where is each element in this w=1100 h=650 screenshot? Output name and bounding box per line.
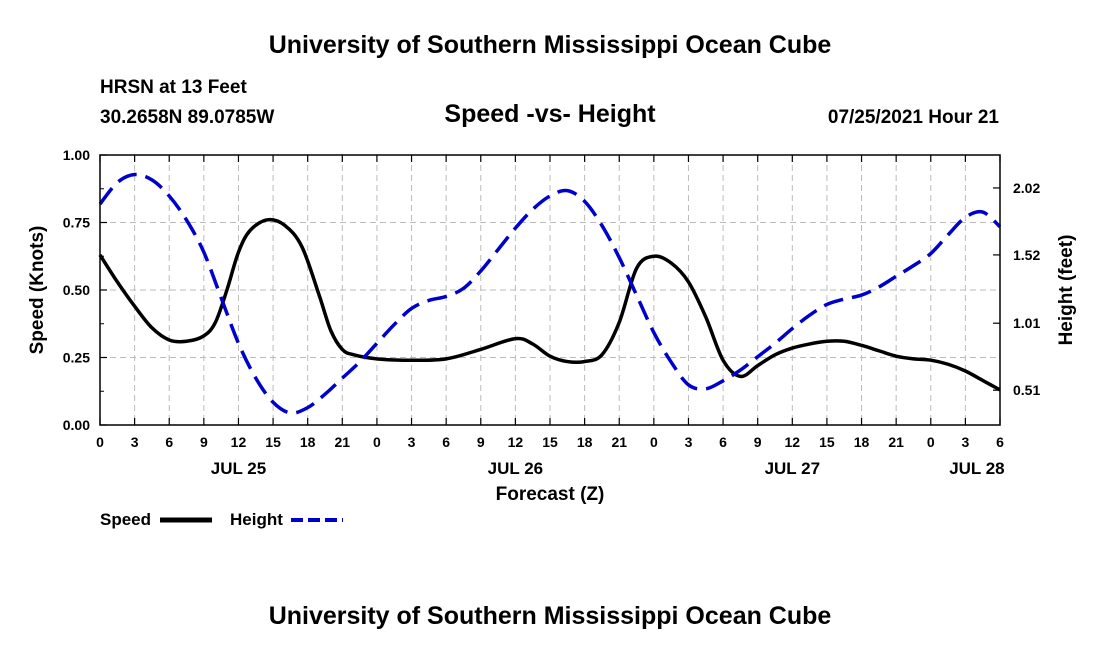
legend-height-label: Height <box>230 510 283 529</box>
station-label: HRSN at 13 Feet <box>100 77 247 98</box>
x-day-label: JUL 28 <box>949 459 1004 478</box>
speed-series-line <box>98 217 1001 392</box>
x-tick-label: 18 <box>300 434 316 450</box>
y-tick-label: 0.00 <box>63 417 90 433</box>
y-tick-label: 1.00 <box>63 147 90 163</box>
x-tick-label: 21 <box>888 434 904 450</box>
x-tick-label: 12 <box>508 434 524 450</box>
height-series-line <box>98 172 1002 415</box>
y-tick-label: 0.50 <box>63 282 90 298</box>
y2-tick-label: 2.02 <box>1013 180 1040 196</box>
x-tick-label: 21 <box>335 434 351 450</box>
x-tick-label: 9 <box>200 434 208 450</box>
axes: 0 3 6 9 12 15 18 21 0 3 6 9 12 15 18 21 0 3 6 9 12 15 18 21 0 3 6 0… <box>63 147 1041 478</box>
x-tick-label: 3 <box>131 434 139 450</box>
station-coordinates: 30.2658N 89.0785W <box>100 107 275 128</box>
grid <box>100 155 1000 425</box>
x-tick-label: 0 <box>96 434 104 450</box>
x-tick-label: 3 <box>408 434 416 450</box>
y-tick-label: 0.75 <box>63 215 90 231</box>
y2-tick-label: 1.52 <box>1013 247 1040 263</box>
x-tick-label: 12 <box>231 434 247 450</box>
forecast-datetime: 07/25/2021 Hour 21 <box>827 107 999 128</box>
x-tick-label: 15 <box>542 434 558 450</box>
x-day-label: JUL 27 <box>765 459 820 478</box>
x-tick-label: 9 <box>477 434 485 450</box>
x-tick-label: 9 <box>754 434 762 450</box>
x-tick-label: 21 <box>611 434 627 450</box>
x-tick-label: 0 <box>927 434 935 450</box>
y-axis-title: Speed (Knots) <box>27 226 48 355</box>
footer-title: University of Southern Mississippi Ocean… <box>268 602 832 630</box>
x-day-label: JUL 25 <box>211 459 266 478</box>
legend: Speed Height <box>100 510 343 529</box>
y2-axis-title: Height (feet) <box>1056 235 1077 346</box>
x-tick-label: 18 <box>577 434 593 450</box>
x-tick-label: 0 <box>373 434 381 450</box>
legend-speed-label: Speed <box>100 510 151 529</box>
x-tick-label: 12 <box>785 434 801 450</box>
x-tick-label: 18 <box>854 434 870 450</box>
y2-tick-label: 1.01 <box>1013 315 1040 331</box>
y2-tick-label: 0.51 <box>1013 382 1040 398</box>
series-layer <box>98 172 1002 415</box>
x-tick-label: 15 <box>265 434 281 450</box>
x-tick-label: 3 <box>961 434 969 450</box>
x-tick-label: 6 <box>442 434 450 450</box>
x-tick-label: 6 <box>165 434 173 450</box>
x-tick-label: 15 <box>819 434 835 450</box>
y-tick-label: 0.25 <box>63 350 90 366</box>
x-axis-title: Forecast (Z) <box>496 484 605 505</box>
x-tick-label: 6 <box>996 434 1004 450</box>
x-day-label: JUL 26 <box>488 459 543 478</box>
chart-title: Speed -vs- Height <box>444 100 656 128</box>
x-tick-label: 6 <box>719 434 727 450</box>
x-tick-label: 0 <box>650 434 658 450</box>
page-title: University of Southern Mississippi Ocean… <box>268 31 832 59</box>
x-tick-label: 3 <box>685 434 693 450</box>
